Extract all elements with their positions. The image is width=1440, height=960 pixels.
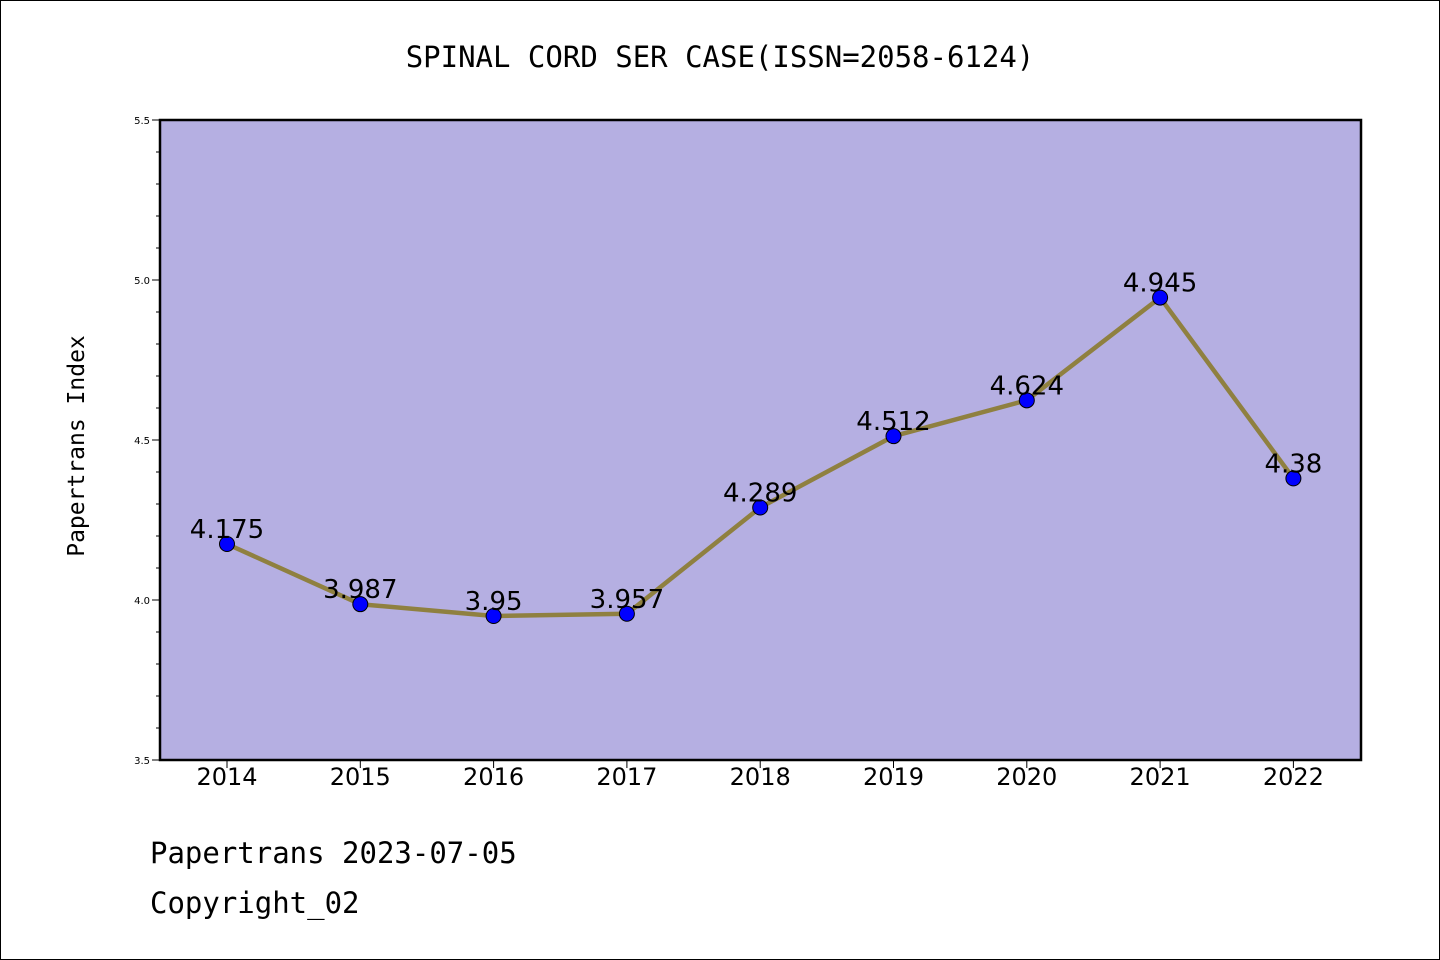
data-label: 4.38 <box>1264 449 1322 479</box>
y-tick-label: 5.5 <box>134 116 150 127</box>
x-tick-label: 2014 <box>196 763 257 791</box>
data-label: 3.95 <box>465 587 523 617</box>
data-point <box>219 536 235 552</box>
data-point <box>1018 392 1035 409</box>
data-point <box>885 428 902 445</box>
footer-copyright: Copyright_02 <box>150 886 360 920</box>
data-point <box>352 596 369 613</box>
x-tick-label: 2016 <box>463 763 524 791</box>
y-tick-label: 4.0 <box>134 596 150 607</box>
data-point <box>752 499 769 516</box>
x-tick-label: 2022 <box>1263 763 1324 791</box>
x-tick-label: 2015 <box>330 763 391 791</box>
data-point <box>485 608 502 624</box>
x-tick-label: 2019 <box>863 763 924 791</box>
plot-border <box>158 118 1363 762</box>
series-line-group: 4.175 3.987 3.95 3.957 4.289 4.512 4.624 4.945 4… <box>190 269 1322 624</box>
x-tick-label: 2018 <box>730 763 791 791</box>
data-label: 3.987 <box>323 575 397 605</box>
y-axis-label: Papertrans Index <box>64 335 90 557</box>
x-tick-label: 2021 <box>1130 763 1191 791</box>
plot-area <box>160 120 1361 760</box>
data-label: 4.175 <box>190 515 264 545</box>
x-tick-label: 2017 <box>596 763 657 791</box>
data-label: 4.624 <box>990 371 1064 401</box>
data-point <box>1285 470 1302 487</box>
x-tick-label: 2020 <box>996 763 1057 791</box>
data-point <box>618 605 635 622</box>
data-label: 3.957 <box>590 585 664 615</box>
data-label: 4.945 <box>1123 269 1197 299</box>
data-label: 4.289 <box>723 479 797 509</box>
chart-title: SPINAL CORD SER CASE(ISSN=2058-6124) <box>406 40 1035 74</box>
axis-ticks: 3.5 4.0 4.5 5.0 5.5 2014 2015 2016 2017 2018 2019 2… <box>134 116 1324 791</box>
data-label: 4.512 <box>856 407 930 437</box>
footer-date: Papertrans 2023-07-05 <box>150 836 517 870</box>
y-tick-label: 4.5 <box>134 436 150 447</box>
y-tick-label: 3.5 <box>134 756 150 767</box>
y-tick-label: 5.0 <box>134 276 150 287</box>
data-point <box>1152 289 1169 306</box>
